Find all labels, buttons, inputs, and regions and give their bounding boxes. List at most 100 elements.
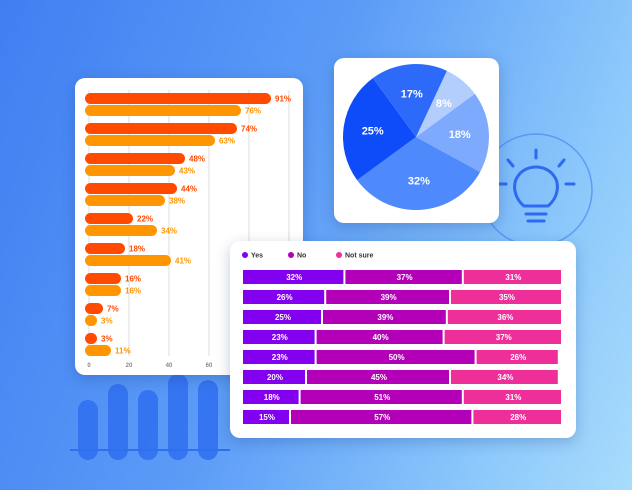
pie-slice-label: 25%: [362, 125, 384, 137]
bar: [85, 123, 237, 134]
pie-slice: [416, 93, 489, 172]
segment-label: 34%: [497, 373, 513, 382]
segment-label: 15%: [259, 413, 275, 422]
bar-data-label: 41%: [175, 257, 191, 266]
grouped-bar-card: 0 20 40 60 91% 74% 48% 44% 22% 18% 16% 7% 3% 76% 63% 43…: [75, 78, 303, 375]
bar: [85, 243, 125, 254]
bar: [85, 105, 241, 116]
pie-chart: 8% 18% 32% 25% 17%: [343, 63, 489, 210]
bar: [85, 93, 271, 104]
legend-marker: [242, 252, 248, 258]
segment-label: 31%: [505, 273, 521, 282]
bar: [85, 315, 97, 326]
bar-data-label: 43%: [179, 167, 195, 176]
bar: [85, 195, 165, 206]
legend-marker: [288, 252, 294, 258]
bar-data-label: 44%: [181, 185, 197, 194]
pie-slice-label: 18%: [449, 129, 471, 141]
stacked-segment: [243, 370, 305, 384]
x-tick-label: 40: [166, 363, 173, 369]
stacked-bar-card: Yes No Not sure 32% 37% 31% 26% 39% 35% 25% 39% 36%…: [230, 241, 576, 438]
stacked-segment: [316, 350, 475, 364]
stacked-segment: [463, 390, 561, 404]
bar-data-label: 11%: [115, 347, 131, 356]
pie-slice-label: 8%: [436, 98, 452, 110]
segment-label: 26%: [277, 293, 293, 302]
segment-label: 45%: [371, 373, 387, 382]
bar-data-label: 63%: [219, 137, 235, 146]
segment-label: 39%: [381, 293, 397, 302]
pie-slice-label: 17%: [401, 88, 423, 100]
stacked-segment: [243, 310, 321, 324]
stacked-segment: [243, 290, 325, 304]
x-tick-label: 0: [87, 363, 91, 369]
bar: [85, 135, 215, 146]
bar: [85, 273, 121, 284]
pie-slice: [343, 78, 416, 181]
segment-label: 51%: [374, 393, 390, 402]
stacked-segment: [323, 310, 446, 324]
bar-data-label: 16%: [125, 287, 141, 296]
bar-data-label: 76%: [245, 107, 261, 116]
bar-data-label: 48%: [189, 155, 205, 164]
stacked-segment: [473, 410, 561, 424]
segment-label: 50%: [389, 353, 405, 362]
stacked-segment: [243, 410, 289, 424]
stacked-segment: [463, 270, 561, 284]
x-tick-label: 20: [126, 363, 133, 369]
decorative-bars: [70, 374, 230, 460]
legend-marker: [336, 252, 342, 258]
segment-label: 20%: [267, 373, 283, 382]
bar-data-label: 16%: [125, 275, 141, 284]
segment-label: 18%: [264, 393, 280, 402]
bar: [85, 165, 175, 176]
bar-data-label: 38%: [169, 197, 185, 206]
segment-label: 26%: [510, 353, 526, 362]
pie-card: 8% 18% 32% 25% 17%: [334, 58, 499, 223]
stacked-segment: [451, 370, 558, 384]
legend-label: Not sure: [345, 253, 374, 260]
stacked-segment: [291, 410, 472, 424]
x-tick-label: 60: [206, 363, 213, 369]
segment-label: 37%: [496, 333, 512, 342]
stacked-segment: [243, 350, 315, 364]
bar: [85, 183, 177, 194]
stacked-segment: [243, 330, 315, 344]
pie-slice: [416, 70, 475, 137]
segment-label: 28%: [510, 413, 526, 422]
stacked-segment: [243, 390, 299, 404]
stacked-segment: [307, 370, 449, 384]
bar-data-label: 91%: [275, 95, 291, 104]
stacked-segment: [300, 390, 462, 404]
segment-label: 25%: [275, 313, 291, 322]
pie-slice-label: 32%: [408, 176, 430, 188]
legend-label: Yes: [251, 253, 263, 260]
stacked-segment: [326, 290, 449, 304]
bar: [85, 213, 133, 224]
bar-data-label: 3%: [101, 335, 113, 344]
legend-label: No: [297, 253, 306, 260]
bar-data-label: 34%: [161, 227, 177, 236]
segment-label: 37%: [397, 273, 413, 282]
stacked-segment: [447, 310, 561, 324]
stacked-segment: [316, 330, 443, 344]
bar-data-label: 22%: [137, 215, 153, 224]
stacked-segment: [444, 330, 561, 344]
stacked-segment: [243, 270, 344, 284]
bar-data-label: 18%: [129, 245, 145, 254]
bar: [85, 255, 171, 266]
bar: [85, 153, 185, 164]
segment-label: 40%: [373, 333, 389, 342]
bar: [85, 345, 111, 356]
bar: [85, 303, 103, 314]
stacked-segment: [476, 350, 558, 364]
segment-label: 36%: [497, 313, 513, 322]
bar: [85, 285, 121, 296]
bar: [85, 333, 97, 344]
segment-label: 32%: [286, 273, 302, 282]
stacked-bar-chart: Yes No Not sure 32% 37% 31% 26% 39% 35% 25% 39% 36%…: [242, 252, 561, 424]
segment-label: 31%: [505, 393, 521, 402]
bar: [85, 225, 157, 236]
pie-slice: [372, 63, 447, 137]
pie-slice: [357, 137, 481, 210]
